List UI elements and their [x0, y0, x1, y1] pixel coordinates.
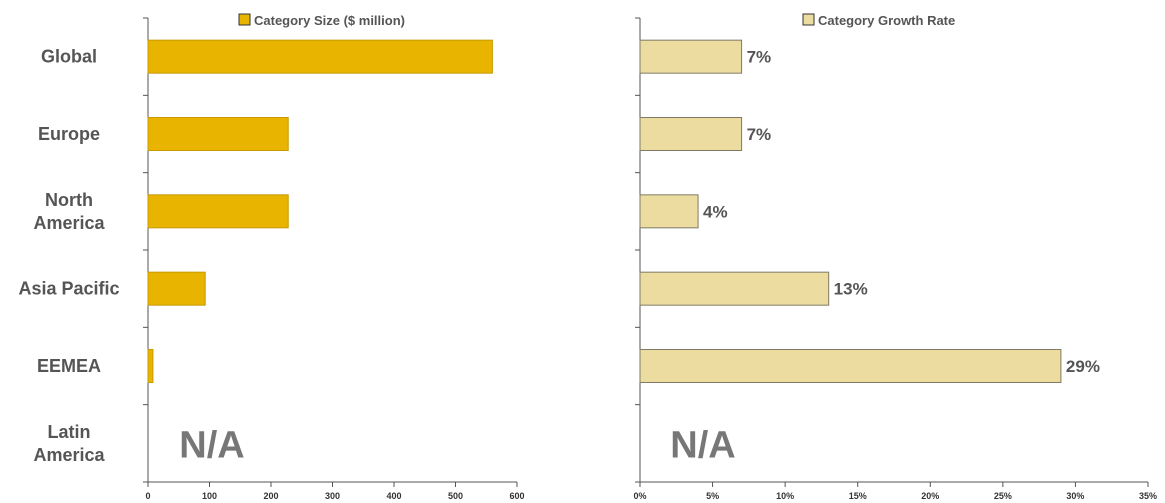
x-tick-label: 5%: [706, 491, 719, 501]
na-label: N/A: [179, 424, 244, 466]
x-tick-label: 500: [448, 491, 463, 501]
category-label: Asia Pacific: [18, 279, 119, 299]
bar-global: [147, 39, 493, 74]
legend-swatch: [802, 13, 815, 26]
x-tick-label: 15%: [849, 491, 867, 501]
category-label: EEMEA: [37, 356, 101, 376]
data-label: 7%: [747, 48, 772, 67]
x-tick-label: 200: [263, 491, 278, 501]
category-label: Latin America: [33, 422, 105, 465]
bar-asia-pacific: [147, 271, 206, 306]
na-label: N/A: [670, 424, 735, 466]
data-label: 13%: [834, 280, 868, 299]
legend-label: Category Growth Rate: [818, 13, 955, 28]
category-growth-chart: 0% 5% 10% 15% 20% 25% 30% 35% 7% 7% 4% 13% 29% N/A Cat…: [633, 13, 1157, 501]
x-tick-label: 100: [202, 491, 217, 501]
bar-eemea: [639, 349, 1062, 383]
x-tick-label: 600: [509, 491, 524, 501]
bar-asia-pacific: [639, 271, 830, 306]
x-tick-label: 10%: [776, 491, 794, 501]
x-tick-label: 25%: [994, 491, 1012, 501]
legend-label: Category Size ($ million): [254, 13, 405, 28]
bar-global: [639, 39, 743, 74]
x-tick-label: 0%: [633, 491, 646, 501]
x-tick-label: 0: [145, 491, 150, 501]
bar-north-america: [639, 194, 699, 229]
bar-europe: [639, 117, 743, 151]
x-tick-label: 300: [325, 491, 340, 501]
category-label: North America: [33, 190, 105, 233]
x-tick-label: 400: [386, 491, 401, 501]
data-label: 29%: [1066, 357, 1100, 376]
x-tick-label: 30%: [1066, 491, 1084, 501]
bar-north-america: [147, 194, 289, 229]
bar-europe: [147, 117, 289, 151]
category-label: Global: [41, 47, 97, 67]
x-tick-label: 20%: [921, 491, 939, 501]
x-tick-label: 35%: [1139, 491, 1157, 501]
category-size-chart: 0 100 200 300 400 500 600 Global Europe North Amer…: [18, 13, 524, 501]
data-label: 7%: [747, 125, 772, 144]
category-label: Europe: [38, 124, 100, 144]
legend-swatch: [238, 13, 251, 26]
data-label: 4%: [703, 202, 728, 221]
bar-eemea: [147, 349, 154, 383]
